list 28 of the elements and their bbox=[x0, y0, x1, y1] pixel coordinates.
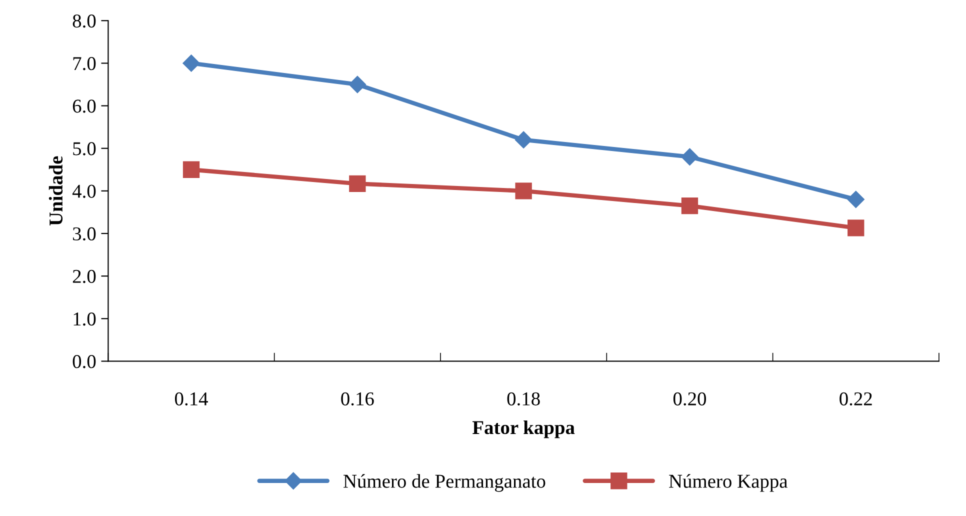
x-tick-label: 0.18 bbox=[507, 392, 540, 406]
y-tick-label: 1.0 bbox=[74, 312, 96, 326]
legend-label: Número de Permanganato bbox=[344, 474, 546, 492]
legend-label: Número Kappa bbox=[669, 474, 788, 492]
point bbox=[515, 131, 532, 148]
y-tick-label: 6.0 bbox=[72, 100, 96, 113]
y-tick-label: 4.0 bbox=[72, 184, 96, 198]
x-tick-label: 0.20 bbox=[673, 392, 706, 406]
point bbox=[847, 190, 864, 208]
y-tick-label: 7.0 bbox=[73, 57, 96, 70]
y-tick-label: 5.0 bbox=[73, 142, 96, 156]
point bbox=[681, 197, 698, 214]
point bbox=[349, 175, 366, 192]
y-axis-title: Unidade bbox=[48, 156, 63, 226]
point bbox=[348, 76, 366, 94]
point bbox=[182, 161, 200, 178]
point bbox=[515, 182, 532, 200]
point bbox=[182, 54, 200, 72]
y-tick-label: 0.0 bbox=[72, 355, 96, 368]
x-tick-label: 0.16 bbox=[341, 392, 374, 406]
y-tick-label: 3.0 bbox=[73, 227, 96, 241]
x-tick-label: 0.14 bbox=[174, 392, 208, 406]
y-tick-label: 2.0 bbox=[72, 270, 96, 284]
point bbox=[681, 148, 698, 166]
x-tick-label: 0.22 bbox=[840, 392, 872, 406]
point bbox=[848, 220, 864, 236]
y-tick-label: 8.0 bbox=[72, 14, 96, 28]
x-axis-title: Fator kappa bbox=[472, 420, 575, 438]
